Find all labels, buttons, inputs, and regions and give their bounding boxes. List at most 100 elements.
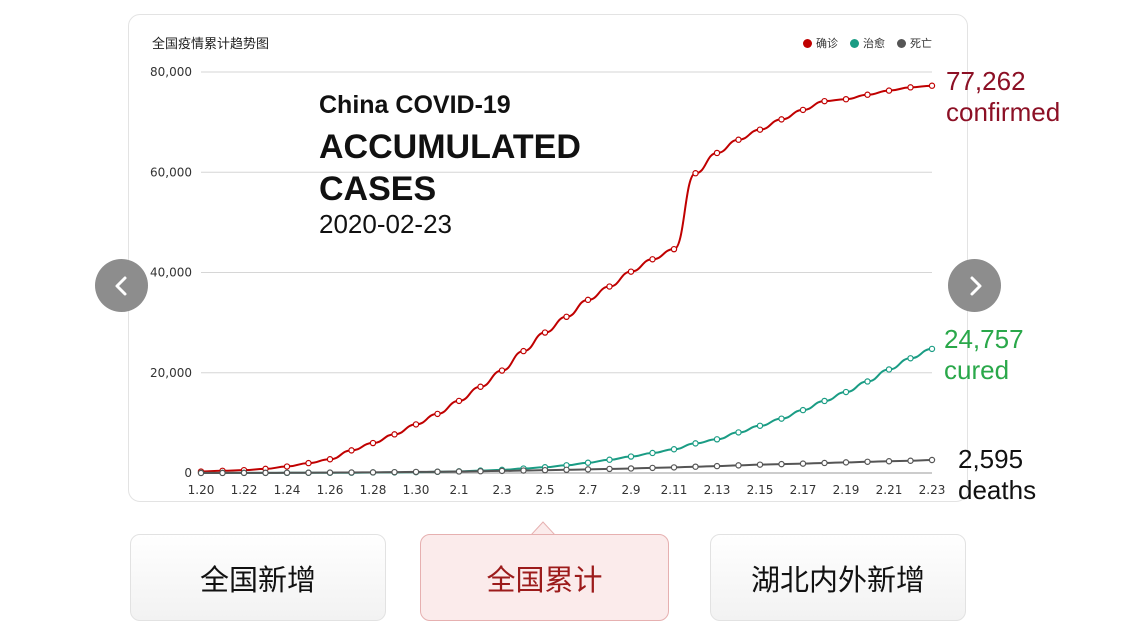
data-point-2 [756,461,764,468]
data-point-1 [756,422,764,429]
x-tick-label: 1.24 [274,483,301,497]
data-point-2 [864,458,871,465]
legend-item-confirmed[interactable]: 确诊 [803,35,838,51]
y-tick-label: 80,000 [150,65,192,79]
data-point-0 [563,313,570,321]
end-label-confirmed: 77,262 confirmed [946,66,1060,128]
legend-label-cured: 治愈 [863,37,885,50]
data-point-2 [541,466,549,474]
end-label-deaths: 2,595 deaths [958,444,1036,506]
data-point-1 [907,355,914,362]
data-point-0 [477,383,484,390]
data-point-0 [455,397,463,405]
x-tick-label: 1.30 [403,483,430,497]
data-point-1 [885,366,893,373]
legend-item-deaths[interactable]: 死亡 [897,35,932,51]
data-point-2 [778,460,785,468]
legend-item-cured[interactable]: 治愈 [850,35,885,51]
data-point-2 [735,462,742,469]
data-point-2 [305,469,312,476]
data-point-1 [778,415,785,422]
end-text-confirmed: confirmed [946,97,1061,127]
data-point-0 [864,91,871,98]
data-point-0 [649,256,656,263]
legend-label-confirmed: 确诊 [816,37,838,50]
end-label-cured: 24,757 cured [944,324,1024,386]
chart-title: 全国疫情累计趋势图 [152,37,270,52]
overlay-date: 2020-02-23 [319,209,452,239]
tab-national-new[interactable]: 全国新增 [130,534,386,621]
end-value-deaths: 2,595 [958,444,1024,474]
data-point-1 [606,456,613,463]
x-tick-label: 1.22 [231,483,258,497]
data-point-2 [799,460,807,467]
data-point-1 [584,459,592,466]
x-tick-label: 2.13 [704,483,731,497]
data-point-0 [627,268,635,275]
data-point-2 [713,462,721,470]
data-point-2 [670,464,678,471]
x-tick-label: 2.11 [661,483,688,497]
data-point-0 [842,95,850,103]
data-point-1 [692,440,699,447]
y-tick-label: 60,000 [150,165,192,179]
data-point-1 [713,436,721,443]
end-text-deaths: deaths [958,475,1037,505]
tab-hubei-inside-outside-new[interactable]: 湖北内外新增 [710,534,966,621]
data-point-1 [649,449,656,457]
data-point-2 [348,469,355,476]
data-point-0 [520,347,527,355]
x-tick-label: 2.9 [621,483,640,497]
data-point-0 [434,410,441,418]
data-point-2 [627,465,635,472]
x-tick-label: 2.19 [833,483,860,497]
data-point-2 [369,469,377,476]
data-point-0 [670,245,678,253]
data-point-0 [283,463,291,470]
data-point-0 [305,459,312,467]
data-point-0 [412,421,420,428]
data-point-2 [391,468,398,476]
active-tab-pointer [531,521,555,535]
chart-card [128,14,968,502]
data-point-0 [369,439,377,447]
tab-label: 湖北内外新增 [750,562,925,597]
series-line-1 [200,347,933,474]
data-point-1 [864,378,871,385]
data-point-1 [821,397,828,405]
x-tick-label: 2.23 [919,483,946,497]
x-tick-label: 1.26 [317,483,344,497]
data-point-2 [928,456,936,464]
end-value-confirmed: 77,262 [946,66,1026,96]
data-point-2 [434,468,441,475]
x-tick-label: 2.17 [790,483,817,497]
legend-label-deaths: 死亡 [910,37,932,50]
end-value-cured: 24,757 [944,324,1024,354]
y-tick-label: 0 [184,466,192,480]
end-text-cured: cured [944,355,1010,385]
tab-label: 全国新增 [199,562,316,597]
data-point-0 [735,136,742,143]
data-point-2 [649,464,656,472]
legend-swatch-confirmed [803,38,812,48]
x-tick-label: 2.15 [747,483,774,497]
next-chart-button[interactable] [948,259,1001,312]
tab-national-accumulated[interactable]: 全国累计 [420,534,669,621]
data-point-0 [928,82,936,89]
overlay-heading: China COVID-19 [319,91,511,119]
data-point-0 [584,296,592,304]
x-tick-label: 2.7 [578,483,597,497]
data-point-2 [885,458,893,465]
data-point-2 [326,469,334,476]
data-point-2 [563,466,570,474]
y-tick-label: 40,000 [150,266,192,280]
data-point-0 [498,367,506,374]
data-point-1 [799,406,807,414]
data-point-1 [627,453,635,460]
data-point-0 [713,149,721,157]
x-tick-label: 2.21 [876,483,903,497]
data-point-0 [606,283,613,290]
chevron-left-icon [115,276,126,295]
prev-chart-button[interactable] [95,259,148,312]
